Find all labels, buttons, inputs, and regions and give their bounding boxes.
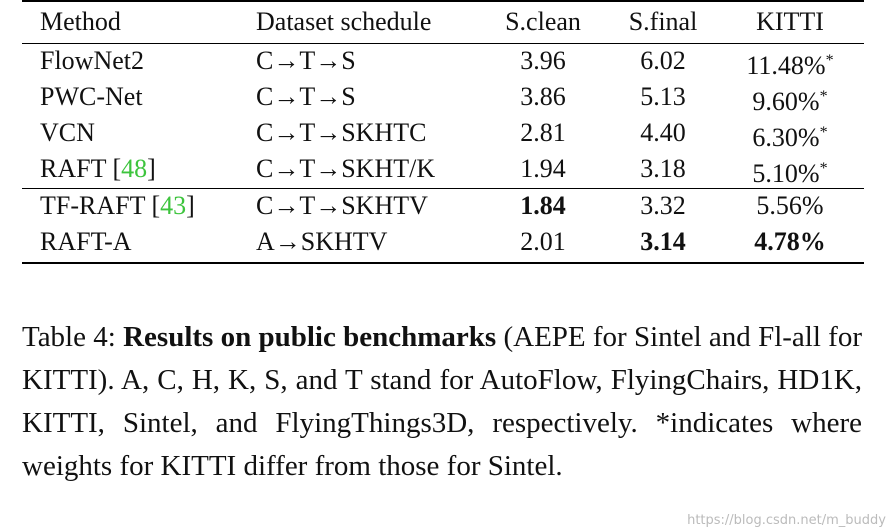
header-cell: KITTI [756,7,824,36]
header-cell: Dataset schedule [256,7,432,36]
table-cell: 1.94 [520,154,566,183]
caption-bold: Results on public benchmarks [123,321,497,353]
caption-text: (AEPE for Sintel and Fl-all for KITTI). … [22,321,862,482]
table-cell: C→T→SKHTV [256,191,428,220]
header-rule [22,43,864,44]
table-cell: 5.10%* [752,154,827,189]
value: 4.78% [754,227,826,256]
citation: 48 [121,154,148,183]
value: 6.30% [752,123,820,152]
table-cell: 2.81 [520,118,566,147]
value: 5.10% [752,159,820,188]
method-name: RAFT-A [40,227,132,256]
caption: Table 4: Results on public benchmarks (A… [22,316,862,488]
table-cell: C→T→S [256,82,356,111]
table-cell: 4.40 [640,118,686,147]
method-name: ] [186,191,195,220]
method-name: RAFT [ [40,154,122,183]
footnote-mark: * [819,88,828,105]
method-name: TF-RAFT [ [40,191,161,220]
method-name: ] [147,154,156,183]
table-cell: 11.48%* [746,46,833,81]
method-name: VCN [40,118,95,147]
table-cell: 6.30%* [752,118,827,153]
table-cell: 1.84 [520,191,566,220]
table-cell: 3.86 [520,82,566,111]
bottom-rule [22,262,864,264]
header-cell: Method [40,7,121,36]
table-cell: RAFT [48] [40,154,156,184]
group-rule [22,188,864,189]
table-cell: 6.02 [640,46,686,75]
footnote-mark: * [819,160,828,177]
table-cell: TF-RAFT [43] [40,191,195,221]
table-cell: C→T→SKHTC [256,118,427,147]
table-cell: PWC-Net [40,82,143,112]
header-cell: S.final [628,7,698,36]
watermark: https://blog.csdn.net/m_buddy [687,513,886,528]
table-cell: VCN [40,118,95,148]
header-cell: S.clean [505,7,581,36]
citation: 43 [160,191,187,220]
value: 9.60% [752,87,820,116]
table-cell: 5.13 [640,82,686,111]
table-cell: 2.01 [520,227,566,256]
table-cell: C→T→SKHT/K [256,154,436,183]
table-cell: 3.18 [640,154,686,183]
table-cell: 3.32 [640,191,686,220]
table-cell: 5.56% [756,191,823,221]
value: 5.56% [756,191,824,220]
method-name: FlowNet2 [40,46,144,75]
table-cell: 3.14 [640,227,686,256]
table-cell: 4.78% [754,227,826,257]
top-rule [22,0,864,2]
value: 11.48% [746,51,826,80]
table-cell: C→T→S [256,46,356,75]
method-name: PWC-Net [40,82,143,111]
footnote-mark: * [819,124,828,141]
table-cell: A→SKHTV [256,227,388,256]
table-cell: FlowNet2 [40,46,144,76]
table-cell: 3.96 [520,46,566,75]
caption-label: Table 4: [22,321,124,353]
table-cell: 9.60%* [752,82,827,117]
footnote-mark: * [825,52,834,69]
table-cell: RAFT-A [40,227,132,257]
